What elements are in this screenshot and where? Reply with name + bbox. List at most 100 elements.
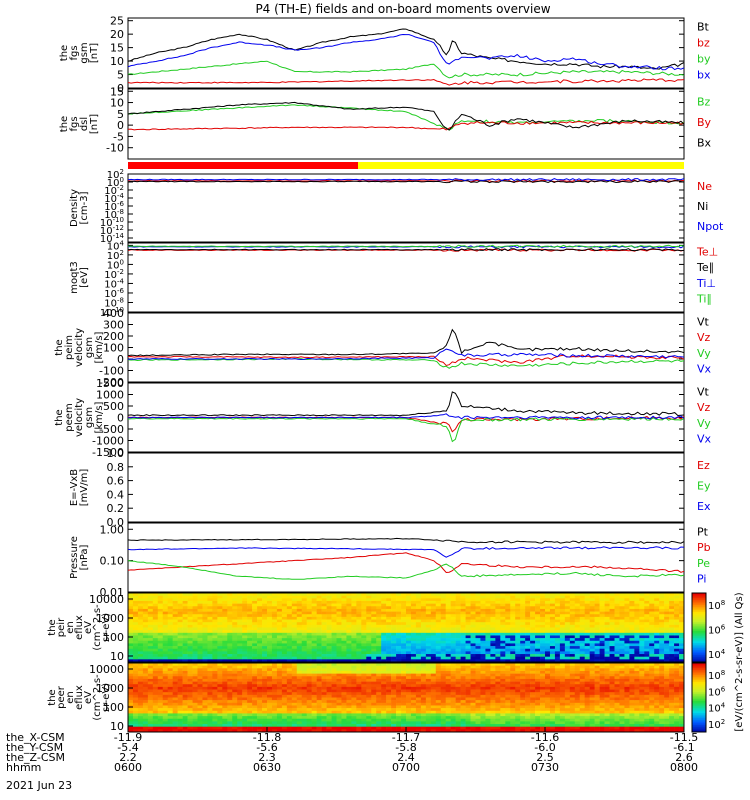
spectrogram-cell — [391, 718, 397, 722]
spectrogram-cell — [430, 611, 437, 615]
series-group — [128, 328, 684, 369]
spectrogram-cell — [450, 729, 456, 733]
spectrogram-cell — [167, 593, 173, 596]
spectrogram-cell — [505, 632, 511, 636]
spectrogram-cell — [336, 718, 342, 722]
spectrogram-cell — [604, 606, 610, 610]
spectrogram-cell — [435, 713, 442, 717]
spectrogram-cell — [510, 659, 516, 663]
spectrogram-cell — [242, 595, 248, 599]
spectrogram-cell — [425, 721, 432, 725]
spectrogram-cell — [425, 697, 432, 701]
spectrogram-cell — [286, 600, 293, 604]
spectrogram-cell — [376, 668, 382, 672]
spectrogram-cell — [549, 638, 556, 642]
spectrogram-cell — [326, 684, 332, 688]
y-tick-label: 100 — [107, 176, 124, 189]
spectrogram-cell — [306, 593, 312, 596]
spectrogram-cell — [187, 640, 193, 644]
spectrogram-cell — [634, 638, 640, 642]
spectrogram-cell — [306, 656, 312, 660]
spectrogram-cell — [584, 638, 590, 642]
spectrogram-cell — [142, 606, 149, 610]
spectrogram-cell — [311, 640, 317, 644]
spectrogram-cell — [679, 627, 685, 631]
spectrogram-cell — [415, 640, 422, 644]
spectrogram-cell — [142, 624, 149, 628]
spectrogram-cell — [172, 702, 178, 706]
spectrogram-cell — [356, 640, 362, 644]
spectrogram-cell — [157, 702, 164, 706]
spectrogram-cell — [356, 622, 362, 626]
spectrogram-cell — [291, 686, 298, 690]
spectrogram-cell — [197, 694, 203, 698]
spectrogram-cell — [435, 643, 442, 647]
spectrogram-cell — [435, 694, 442, 698]
spectrogram-cell — [232, 678, 238, 682]
spectrogram-cell — [520, 648, 526, 652]
spectrogram-cell — [326, 681, 332, 685]
spectrogram-cell — [445, 627, 451, 631]
spectrogram-cell — [629, 593, 635, 596]
spectrogram-cell — [564, 593, 571, 596]
spectrogram-cell — [306, 716, 312, 720]
spectrogram-cell — [351, 718, 357, 722]
spectrogram-cell — [262, 616, 268, 620]
spectrogram-cell — [515, 619, 521, 623]
spectrogram-cell — [301, 598, 308, 602]
spectrogram-cell — [202, 668, 208, 672]
spectrogram-cell — [291, 702, 298, 706]
spectrogram-cell — [187, 632, 193, 636]
legend-entry: Bz — [697, 95, 711, 108]
spectrogram-cell — [336, 606, 342, 610]
y-tick-label: 10 — [110, 55, 124, 68]
spectrogram-cell — [212, 665, 218, 669]
spectrogram-cell — [326, 593, 332, 596]
spectrogram-cell — [455, 632, 461, 636]
spectrogram-cell — [177, 673, 183, 677]
spectrogram-cell — [271, 668, 278, 672]
spectrogram-cell — [222, 668, 228, 672]
spectrogram-cell — [172, 689, 178, 693]
spectrogram-cell — [172, 608, 178, 612]
spectrogram-cell — [262, 724, 268, 727]
spectrogram-cell — [420, 603, 427, 607]
spectrogram-cell — [435, 651, 442, 655]
spectrogram-cell — [147, 678, 154, 682]
spectrogram-cell — [425, 624, 432, 628]
spectrogram-cell — [644, 635, 650, 639]
spectrogram-cell — [391, 697, 397, 701]
spectrogram-cell — [217, 640, 223, 644]
spectrogram-cell — [296, 616, 303, 620]
spectrogram-cell — [415, 593, 422, 596]
spectrogram-cell — [425, 593, 432, 596]
spectrogram-cell — [396, 659, 402, 663]
spectrogram-cell — [271, 600, 278, 604]
spectrogram-cell — [386, 678, 392, 682]
spectrogram-cell — [262, 654, 268, 657]
spectrogram-cell — [465, 659, 471, 663]
spectrogram-cell — [634, 595, 640, 599]
spectrogram-cell — [559, 646, 566, 650]
spectrogram-cell — [376, 627, 382, 631]
spectrogram-cell — [207, 611, 213, 615]
spectrogram-cell — [495, 632, 501, 636]
spectrogram-cell — [316, 595, 322, 599]
spectrogram-cell — [391, 595, 397, 599]
spectrogram-cell — [311, 656, 317, 660]
spectrogram-cell — [132, 692, 139, 696]
spectrogram-cell — [262, 598, 268, 602]
spectrogram-cell — [316, 676, 322, 680]
spectrogram-cell — [167, 676, 173, 680]
spectrogram-cell — [232, 702, 238, 706]
spectrogram-cell — [202, 616, 208, 620]
spectrogram-cell — [281, 700, 288, 704]
spectrogram-cell — [425, 606, 432, 610]
spectrogram-cell — [306, 616, 312, 620]
spectrogram-cell — [450, 716, 456, 720]
spectrogram-cell — [346, 681, 352, 685]
spectrogram-cell — [267, 614, 273, 618]
spectrogram-cell — [157, 718, 164, 722]
spectrogram-cell — [371, 643, 377, 647]
spectrogram-cell — [137, 689, 144, 693]
